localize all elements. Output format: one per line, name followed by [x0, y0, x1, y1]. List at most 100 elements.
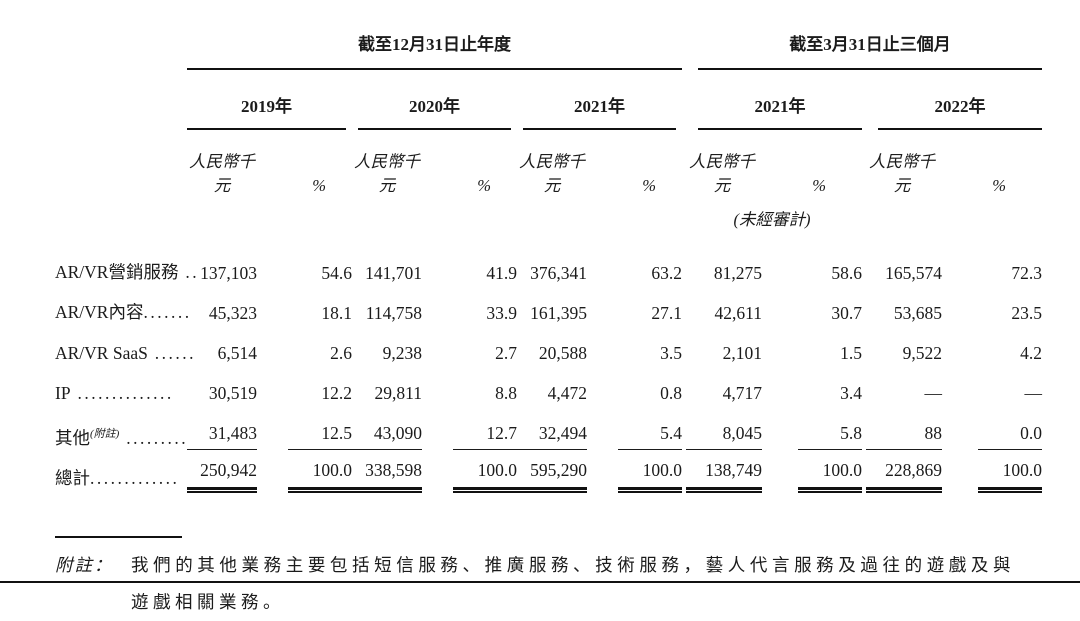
footnote-text: 我們的其他業務主要包括短信服務、推廣服務、技術服務，藝人代言服務及過往的遊戲及與… — [131, 555, 1015, 612]
unit-label: 人民幣千元 — [354, 152, 420, 195]
row-label: AR/VR內容....... — [55, 292, 189, 332]
percent-header: % — [422, 130, 517, 196]
cell-value: 6,514 — [217, 343, 257, 363]
row-label: AR/VR營銷服務 .. — [55, 242, 197, 292]
cell-value: 100.0 — [422, 452, 517, 498]
cell-value: 138,749 — [682, 452, 762, 498]
table-row: IP .............. 30,519 12.2 29,811 8.8… — [55, 372, 1042, 412]
dot-leader: ...... — [147, 343, 196, 363]
row-label: 總計............. — [55, 452, 187, 498]
percent-header: % — [257, 130, 352, 196]
empty-cell — [187, 196, 682, 242]
unaudited-note-cell: (未經審計) — [682, 196, 862, 242]
cell-value: 228,869 — [862, 452, 942, 498]
cell-value: 81,275 — [713, 263, 762, 283]
cell-value: 29,811 — [374, 383, 422, 403]
cell-value: 20,588 — [538, 343, 587, 363]
year-header-2021q1-cell: 2021年 — [682, 70, 862, 130]
dot-leader: .. — [178, 262, 200, 282]
cell-value: 165,574 — [885, 263, 942, 283]
cell-value: 0.0 — [942, 412, 1042, 452]
footnote-label: 附註： — [55, 555, 114, 575]
cell-value: 5.4 — [587, 412, 682, 452]
footnote-marker: (附註) — [90, 428, 120, 441]
cell-value: 45,323 — [208, 303, 257, 323]
cell-value: 30.7 — [831, 303, 862, 323]
cell-value: 53,685 — [893, 303, 942, 323]
cell-value: 338,598 — [352, 452, 422, 498]
table-row: AR/VR內容....... 45,323 18.1 114,758 33.9 … — [55, 292, 1042, 332]
year-header-row: 2019年 2020年 2021年 2021年 2022年 — [55, 70, 1042, 130]
cell-value: 0.8 — [660, 383, 682, 403]
year-header-2019-cell: 2019年 — [187, 70, 352, 130]
cell-value: 161,395 — [530, 303, 587, 323]
cell-value: 32,494 — [517, 412, 587, 452]
percent-label: % — [642, 176, 656, 195]
cell-value: 30,519 — [208, 383, 257, 403]
cell-value: 72.3 — [1011, 263, 1042, 283]
group-header-quarter: 截至3月31日止三個月 — [698, 30, 1042, 70]
percent-label: % — [312, 176, 326, 195]
unaudited-label: (未經審計) — [733, 210, 811, 229]
cell-value: 114,758 — [365, 303, 422, 323]
cell-value: 23.5 — [1011, 303, 1042, 323]
dot-leader: .............. — [70, 383, 174, 403]
group-header-annual-cell: 截至12月31日止年度 — [187, 22, 682, 70]
unit-header-row: 人民幣千元 % 人民幣千元 % 人民幣千元 % 人民幣千元 % 人民幣千元 % — [55, 130, 1042, 196]
cell-value: 4,472 — [547, 383, 587, 403]
unit-header: 人民幣千元 — [862, 130, 942, 196]
cell-value: 8,045 — [682, 412, 762, 452]
percent-label: % — [477, 176, 491, 195]
cell-value: 31,483 — [187, 412, 257, 452]
year-header-2020-cell: 2020年 — [352, 70, 517, 130]
row-label: 其他(附註) ......... — [55, 412, 187, 452]
percent-label: % — [992, 176, 1006, 195]
cell-value: 58.6 — [831, 263, 862, 283]
year-header-2020: 2020年 — [358, 92, 511, 130]
cell-value: — — [924, 383, 943, 403]
cell-value: 2.6 — [330, 343, 352, 363]
dot-leader: ....... — [143, 302, 192, 322]
cell-value: 27.1 — [651, 303, 682, 323]
cell-value: 8.8 — [495, 383, 517, 403]
cell-value: 42,611 — [714, 303, 762, 323]
year-header-2019: 2019年 — [187, 92, 346, 130]
table-row-total: 總計............. 250,942 100.0 338,598 10… — [55, 452, 1042, 498]
row-label-text: AR/VR SaaS — [55, 343, 148, 363]
unit-label: 人民幣千元 — [519, 152, 585, 195]
cell-value: 2,101 — [722, 343, 762, 363]
group-header-annual: 截至12月31日止年度 — [187, 30, 682, 70]
cell-value: 54.6 — [321, 263, 352, 283]
unit-header: 人民幣千元 — [187, 130, 257, 196]
cell-value: 100.0 — [762, 452, 862, 498]
row-label: IP .............. — [55, 372, 187, 412]
empty-cell — [55, 70, 187, 130]
cell-value: 595,290 — [517, 452, 587, 498]
cell-value: — — [1024, 383, 1043, 403]
year-header-2021-cell: 2021年 — [517, 70, 682, 130]
group-header-quarter-cell: 截至3月31日止三個月 — [682, 22, 1042, 70]
group-header-row: 截至12月31日止年度 截至3月31日止三個月 — [55, 22, 1042, 70]
unaudited-row: (未經審計) — [55, 196, 1042, 242]
year-header-2021: 2021年 — [523, 92, 676, 130]
year-header-2022q1: 2022年 — [878, 92, 1042, 130]
cell-value: 63.2 — [651, 263, 682, 283]
cell-value: 137,103 — [200, 263, 257, 283]
table-row: AR/VR SaaS ...... 6,514 2.6 9,238 2.7 20… — [55, 332, 1042, 372]
cell-value: 100.0 — [257, 452, 352, 498]
table-row: AR/VR營銷服務 .. 137,103 54.6 141,701 41.9 3… — [55, 242, 1042, 292]
cell-value: 250,942 — [187, 452, 257, 498]
year-header-2022q1-cell: 2022年 — [862, 70, 1042, 130]
cell-value: 41.9 — [486, 263, 517, 283]
empty-cell — [862, 196, 1042, 242]
cell-value: 100.0 — [942, 452, 1042, 498]
cell-value: 12.2 — [321, 383, 352, 403]
cell-value: 12.7 — [422, 412, 517, 452]
percent-header: % — [942, 130, 1042, 196]
percent-label: % — [812, 176, 826, 195]
empty-cell — [55, 130, 187, 196]
group-header-quarter-label: 截至3月31日止三個月 — [789, 35, 951, 54]
unit-header: 人民幣千元 — [682, 130, 762, 196]
cell-value: 3.5 — [660, 343, 682, 363]
cell-value: 100.0 — [587, 452, 682, 498]
